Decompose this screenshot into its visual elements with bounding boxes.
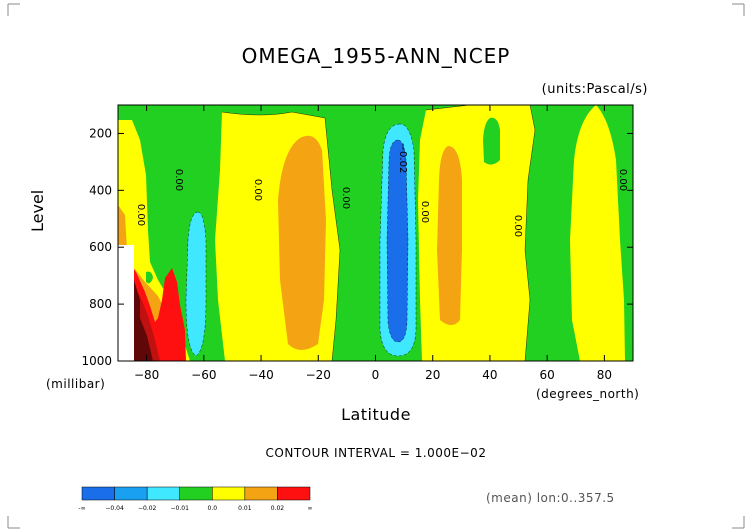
- contour-region-zero-blob: [146, 271, 153, 284]
- x-tick-label: 80: [597, 368, 612, 382]
- colorbar-swatch: [114, 486, 148, 501]
- contour-label: 0.00: [135, 204, 146, 226]
- y-tick-label: 200: [89, 126, 112, 140]
- y-axis-unit: (millibar): [46, 377, 106, 391]
- x-tick-label: 60: [540, 368, 555, 382]
- colorbar-swatch: [146, 486, 180, 501]
- mean-longitude-text: (mean) lon:0..357.5: [486, 491, 615, 505]
- y-tick-label: 1000: [81, 354, 112, 368]
- y-tick-label: 800: [89, 297, 112, 311]
- colorbar: -∞ −0.04 −0.02 −0.01 0.0 0.01 0.02 ∞: [78, 486, 313, 512]
- crop-marks: [7, 3, 745, 529]
- x-axis-unit: (degrees_north): [536, 387, 640, 401]
- contour-label: 0.00: [617, 169, 628, 191]
- units-label: (units:Pascal/s): [541, 82, 648, 97]
- contour-lines: [185, 105, 536, 361]
- colorbar-label: −0.04: [105, 505, 124, 512]
- x-tick-label: 40: [482, 368, 497, 382]
- colorbar-swatch: [81, 486, 115, 501]
- contour-field: [118, 105, 633, 361]
- contour-region-pos2-mid: [278, 135, 326, 350]
- colorbar-label: 0.01: [238, 505, 252, 512]
- x-axis: −80 −60 −40 −20 0 20 40 60 80: [134, 105, 612, 382]
- contour-label: 0.00: [419, 201, 430, 223]
- colorbar-label: 0.0: [208, 505, 218, 512]
- y-axis: 200 400 600 800 1000: [81, 126, 633, 368]
- x-tick-label: −60: [191, 368, 216, 382]
- x-tick-label: −40: [248, 368, 273, 382]
- contour-region-neg1-south: [186, 212, 206, 356]
- contour-label: 0.00: [173, 169, 184, 191]
- y-tick-label: 400: [89, 183, 112, 197]
- colorbar-label: -∞: [78, 505, 85, 512]
- colorbar-label: ∞: [308, 505, 313, 512]
- x-tick-label: 20: [425, 368, 440, 382]
- y-tick-label: 600: [89, 240, 112, 254]
- colorbar-label: 0.02: [271, 505, 285, 512]
- colorbar-swatch: [244, 486, 278, 501]
- x-tick-label: −20: [306, 368, 331, 382]
- chart-title: OMEGA_1955-ANN_NCEP: [241, 44, 511, 68]
- contour-labels: 0.00 0.00 0.00 0.00 −0.02 0.00 0.00 0.00: [135, 143, 628, 237]
- contour-label: 0.00: [252, 179, 263, 201]
- x-axis-label: Latitude: [341, 405, 411, 424]
- contour-region-pos5-edge: [134, 280, 140, 320]
- contour-label: 0.00: [512, 215, 523, 237]
- x-tick-label: −80: [134, 368, 159, 382]
- contour-label: 0.00: [340, 187, 351, 209]
- colorbar-label: −0.02: [138, 505, 157, 512]
- colorbar-swatch: [179, 486, 213, 501]
- contour-label: −0.02: [397, 143, 408, 174]
- contour-interval-text: CONTOUR INTERVAL = 1.000E−02: [265, 446, 487, 460]
- contour-region-pos2-north: [437, 146, 462, 325]
- missing-data-region: [118, 245, 134, 361]
- contour-region-neg3-eq: [387, 140, 408, 342]
- contour-region-zero-north-blob: [483, 117, 500, 165]
- contour-region-pos1-arctic: [570, 105, 625, 361]
- colorbar-swatch: [277, 486, 311, 501]
- x-tick-label: 0: [372, 368, 380, 382]
- colorbar-label: −0.01: [171, 505, 190, 512]
- colorbar-swatch: [212, 486, 246, 501]
